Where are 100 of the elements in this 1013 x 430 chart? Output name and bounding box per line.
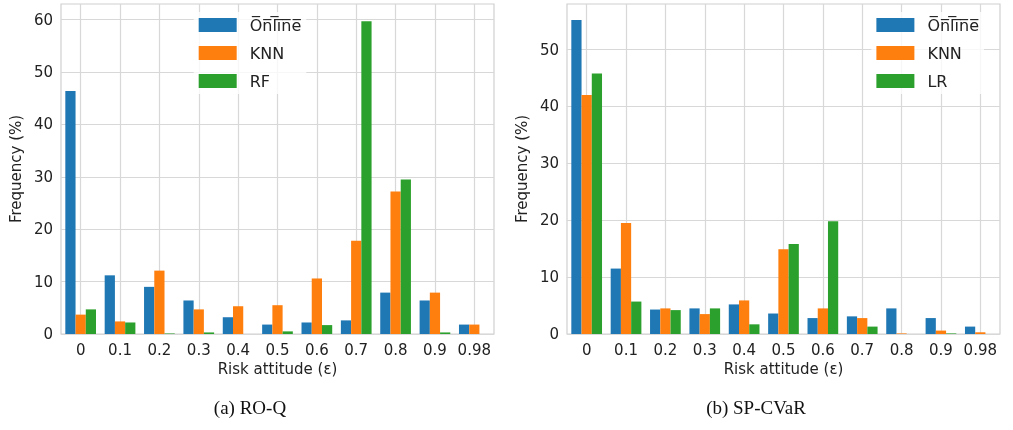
bar xyxy=(361,21,372,334)
bar xyxy=(321,325,333,334)
x-tick-label: 0.1 xyxy=(614,340,638,359)
bar xyxy=(125,322,136,334)
legend-label: O̅n̅l̅i̅n̅e̅ xyxy=(927,15,980,35)
x-tick-label: 0.7 xyxy=(344,340,369,359)
bar xyxy=(964,326,976,334)
y-tick-label: 10 xyxy=(33,272,53,291)
x-tick-label: 0.2 xyxy=(147,340,172,359)
bar xyxy=(650,309,661,334)
bar xyxy=(75,314,86,334)
legend-label: KNN xyxy=(249,43,285,63)
x-tick-label: 0.2 xyxy=(653,340,678,359)
y-tick-label: 30 xyxy=(33,167,53,186)
bar xyxy=(380,292,391,334)
text: (a) RO-Q xyxy=(213,397,287,419)
x-tick-label: 0.8 xyxy=(383,340,408,359)
bar xyxy=(817,308,828,334)
bar xyxy=(778,249,789,334)
y-tick-label: 20 xyxy=(33,220,53,239)
bar xyxy=(183,300,194,334)
bar xyxy=(193,309,204,334)
x-tick-label: 0.4 xyxy=(732,340,757,359)
y-tick-label: 30 xyxy=(539,154,559,173)
bar xyxy=(390,191,401,334)
legend-label: KNN xyxy=(927,43,962,63)
bar xyxy=(233,306,244,334)
x-tick-label: 0.4 xyxy=(226,340,251,359)
x-axis-title: Risk attitude (ε) xyxy=(723,360,844,379)
x-tick-label: 0.8 xyxy=(889,340,914,359)
bar xyxy=(689,308,700,334)
bar xyxy=(886,308,897,334)
legend-label: LR xyxy=(927,71,948,91)
bar xyxy=(660,308,671,334)
bar xyxy=(429,292,441,334)
bar xyxy=(591,73,603,334)
y-tick-label: 20 xyxy=(539,211,559,230)
x-tick-label: 0.9 xyxy=(929,340,953,359)
bar xyxy=(670,310,681,334)
bar xyxy=(631,301,642,334)
bar xyxy=(311,278,322,334)
bar xyxy=(867,326,878,334)
bar xyxy=(768,313,779,334)
text: (b) SP-CVaR xyxy=(706,397,807,419)
y-tick-label: 50 xyxy=(539,40,559,59)
legend-label: O̅n̅l̅i̅n̅e̅ xyxy=(249,15,302,35)
bar xyxy=(788,244,799,334)
bar xyxy=(728,304,740,334)
bar xyxy=(222,317,234,334)
bar xyxy=(144,286,155,334)
bar xyxy=(65,90,76,334)
bar xyxy=(610,268,621,334)
bar xyxy=(571,19,582,334)
y-tick-label: 50 xyxy=(33,63,53,82)
x-tick-label: 0.5 xyxy=(771,340,796,359)
bar xyxy=(469,324,480,334)
x-tick-label: 0 xyxy=(581,340,592,359)
bar xyxy=(114,321,126,334)
x-tick-label: 0.98 xyxy=(963,340,998,359)
bar xyxy=(846,316,858,334)
bar xyxy=(620,223,632,334)
x-axis-title: Risk attitude (ε) xyxy=(217,360,338,379)
legend-label: RF xyxy=(249,71,271,91)
y-tick-label: 0 xyxy=(549,325,559,343)
x-tick-label: 0.1 xyxy=(108,340,132,359)
bar xyxy=(749,324,760,334)
bar xyxy=(581,95,592,334)
bar xyxy=(301,322,312,334)
bar xyxy=(272,305,283,334)
y-tick-label: 10 xyxy=(539,268,559,287)
y-tick-label: 60 xyxy=(33,10,53,29)
x-tick-label: 0.7 xyxy=(850,340,875,359)
x-tick-label: 0.98 xyxy=(457,340,492,359)
bar xyxy=(282,331,293,334)
y-tick-label: 40 xyxy=(539,97,559,116)
y-tick-label: 40 xyxy=(33,115,53,134)
bar xyxy=(85,309,97,334)
bar xyxy=(827,221,839,334)
bar xyxy=(709,308,721,334)
bar xyxy=(262,324,273,334)
bar xyxy=(925,318,936,334)
bar xyxy=(419,300,430,334)
bar xyxy=(340,320,352,334)
bar xyxy=(400,179,411,334)
bar xyxy=(807,318,818,334)
bar xyxy=(699,314,710,334)
x-tick-label: 0.5 xyxy=(265,340,290,359)
y-axis-title: Frequency (%) xyxy=(6,114,25,224)
bar xyxy=(351,240,362,334)
y-axis-title: Frequency (%) xyxy=(512,114,531,224)
y-tick-label: 0 xyxy=(43,325,53,343)
bar xyxy=(154,270,165,334)
x-tick-label: 0.9 xyxy=(423,340,447,359)
x-tick-label: 0.6 xyxy=(304,340,329,359)
x-tick-label: 0 xyxy=(75,340,86,359)
x-tick-label: 0.3 xyxy=(692,340,717,359)
bar xyxy=(739,300,750,334)
x-tick-label: 0.3 xyxy=(186,340,211,359)
bar xyxy=(857,318,868,334)
bar xyxy=(104,275,115,334)
